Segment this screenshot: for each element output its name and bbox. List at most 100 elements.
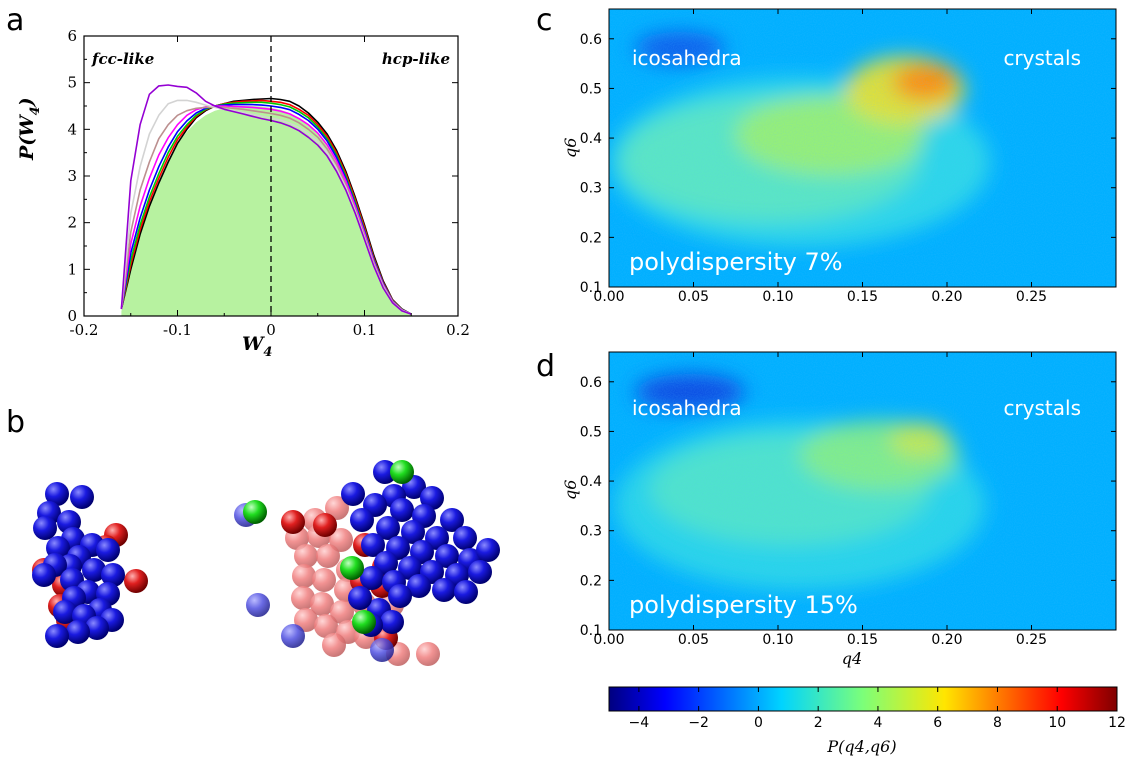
red-particle bbox=[325, 496, 349, 520]
red-particle bbox=[313, 513, 337, 537]
blue-particle bbox=[281, 624, 305, 648]
panel-c-heatmap: 0.00 0.05 0.10 0.15 0.20 0.25 0.1 0.2 0.3 0.4 0.5 0… bbox=[561, 8, 1117, 305]
blue-particle bbox=[420, 486, 444, 510]
blue-particle bbox=[401, 520, 425, 544]
panel-d-heatmap: 0.00 0.05 0.10 0.15 0.20 0.25 0.1 0.2 0.3 0.4 0.5 0… bbox=[561, 351, 1117, 668]
red-particle bbox=[294, 608, 318, 632]
y-tick-label: 0.5 bbox=[580, 424, 602, 440]
y-tick-label: 0.6 bbox=[580, 32, 602, 48]
y-tick-label: 0.2 bbox=[580, 230, 602, 246]
red-particle bbox=[310, 592, 334, 616]
colorbar-tick-label: −2 bbox=[688, 715, 709, 731]
panel-a-line-chart: -0.2 -0.1 0 0.1 0.2 0 1 2 3 4 5 6 fcc-like hcp-like… bbox=[16, 27, 470, 360]
x-tick-label: 0.00 bbox=[593, 289, 624, 305]
blue-particle bbox=[398, 556, 422, 580]
x-tick-label: 0.05 bbox=[678, 632, 709, 648]
label-polydispersity: polydispersity 15% bbox=[629, 591, 858, 619]
blue-particle bbox=[468, 560, 492, 584]
annotation-fcc: fcc-like bbox=[91, 50, 154, 68]
green-particle bbox=[390, 460, 414, 484]
colorbar-tick-label: 4 bbox=[873, 715, 882, 731]
red-particle bbox=[292, 564, 316, 588]
colorbar-tick-label: 0 bbox=[754, 715, 763, 731]
y-tick-label: 0.5 bbox=[580, 81, 602, 97]
y-axis-label: q6 bbox=[561, 138, 580, 158]
panel-letter-b: b bbox=[6, 405, 25, 440]
colorbar-label: P(q4,q6) bbox=[826, 737, 896, 756]
blue-particle bbox=[476, 538, 500, 562]
y-tick-label: 4 bbox=[67, 120, 77, 138]
colorbar: −4 −2 0 2 4 6 8 10 12 P(q4,q6) bbox=[608, 686, 1126, 756]
y-tick-label: 0.6 bbox=[580, 375, 602, 391]
y-tick-label: 0.3 bbox=[580, 181, 602, 197]
y-tick-label: 0.4 bbox=[580, 131, 602, 147]
red-particle bbox=[330, 600, 354, 624]
blue-particle bbox=[388, 584, 412, 608]
panel-b-particle-rendering bbox=[32, 460, 500, 666]
blue-particle bbox=[432, 578, 456, 602]
red-particle bbox=[322, 633, 346, 657]
y-tick-label: 2 bbox=[67, 214, 77, 232]
label-crystals: crystals bbox=[1003, 396, 1081, 420]
red-particle bbox=[416, 642, 440, 666]
red-particle bbox=[294, 544, 318, 568]
y-axis-label: P(W4) bbox=[16, 97, 43, 161]
blue-particle bbox=[246, 593, 270, 617]
colorbar-tick-label: 10 bbox=[1048, 715, 1066, 731]
blue-particle bbox=[66, 620, 90, 644]
blue-particle bbox=[350, 508, 374, 532]
x-tick-label: 0.10 bbox=[762, 289, 793, 305]
colorbar-gradient bbox=[608, 686, 1118, 712]
blue-particle bbox=[440, 508, 464, 532]
x-tick-label: 0.15 bbox=[847, 632, 878, 648]
blue-particle bbox=[70, 485, 94, 509]
blue-particle bbox=[96, 538, 120, 562]
colorbar-tick-label: 2 bbox=[814, 715, 823, 731]
red-particle bbox=[291, 586, 315, 610]
axis-ticks: 0.00 0.05 0.10 0.15 0.20 0.25 0.1 0.2 0.3 0.4 0.5 0… bbox=[580, 352, 1116, 648]
blue-particle bbox=[45, 624, 69, 648]
blue-particle bbox=[82, 558, 106, 582]
green-particle bbox=[352, 610, 376, 634]
x-axis-label: W4 bbox=[242, 333, 272, 360]
red-particle bbox=[329, 528, 353, 552]
blue-particle bbox=[101, 563, 125, 587]
x-tick-label: 0.25 bbox=[1016, 289, 1047, 305]
red-particle bbox=[314, 614, 338, 638]
colorbar-tick-label: −4 bbox=[629, 715, 650, 731]
blue-particle bbox=[85, 616, 109, 640]
series-line-7 bbox=[120, 84, 412, 315]
x-tick-label: 0 bbox=[266, 321, 276, 339]
red-particle bbox=[312, 568, 336, 592]
annotation-hcp: hcp-like bbox=[382, 50, 450, 68]
blue-particle bbox=[45, 482, 69, 506]
x-tick-label: 0.2 bbox=[446, 321, 470, 339]
blue-particle bbox=[453, 526, 477, 550]
y-tick-label: 0.1 bbox=[580, 623, 602, 639]
y-tick-label: 3 bbox=[67, 167, 77, 185]
x-tick-label: 0.25 bbox=[1016, 632, 1047, 648]
blue-particle bbox=[376, 516, 400, 540]
y-axis-label: q6 bbox=[561, 480, 580, 500]
label-polydispersity: polydispersity 7% bbox=[629, 248, 843, 276]
green-particle bbox=[243, 500, 267, 524]
y-tick-label: 0 bbox=[67, 307, 77, 325]
blue-particle bbox=[454, 580, 478, 604]
x-tick-label: -0.1 bbox=[163, 321, 192, 339]
blue-particle bbox=[32, 563, 56, 587]
x-tick-label: 0.10 bbox=[762, 632, 793, 648]
blue-particle bbox=[341, 482, 365, 506]
blue-particle bbox=[360, 566, 384, 590]
blue-particle bbox=[348, 586, 372, 610]
panel-letter-d: d bbox=[536, 349, 555, 384]
colorbar-ticks: −4 −2 0 2 4 6 8 10 12 bbox=[629, 687, 1126, 731]
x-tick-label: 0.20 bbox=[931, 289, 962, 305]
blue-particle bbox=[53, 600, 77, 624]
y-tick-label: 1 bbox=[67, 260, 77, 278]
red-particle bbox=[124, 569, 148, 593]
label-icosahedra: icosahedra bbox=[632, 396, 742, 420]
green-particle bbox=[340, 556, 364, 580]
y-tick-label: 0.3 bbox=[580, 524, 602, 540]
x-axis-label: q4 bbox=[842, 649, 862, 668]
blue-particle bbox=[380, 610, 404, 634]
